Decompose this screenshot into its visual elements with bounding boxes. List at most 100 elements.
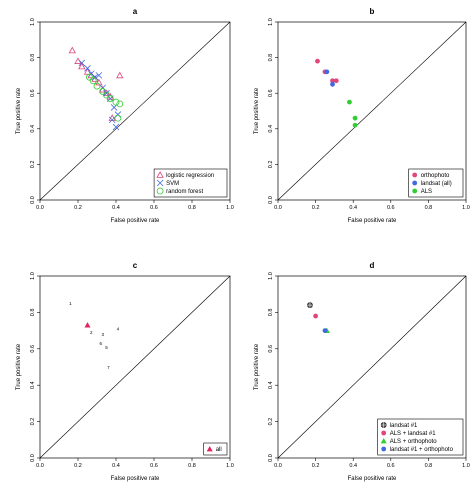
panel-c: c 0.0 0.2 0.4 0.6 0.8 1.0 0.0 0.2 0.4 0.6 0.8 1.0 Fal… [16,261,234,482]
panel-b: b 0.0 0.2 0.4 0.6 0.8 1.0 0.0 0.2 0.4 0.6 0.8 1.0 Fal… [254,7,470,224]
legend-marker [381,446,387,452]
diagonal-line [39,21,231,201]
x-tick-label: 0.8 [425,205,433,211]
legend-label: all [216,447,222,453]
legend-label: logistic regression [166,173,214,179]
legend: logistic regression SVM random forest [153,168,228,198]
point-number-label: 4 [117,327,120,332]
y-tick-label: 0.8 [268,54,274,62]
x-tick-label: 0.4 [112,463,120,469]
data-point [306,302,313,309]
legend-label: ALS + orthophoto [390,439,438,445]
data-point [112,123,120,131]
panel-letter-d: d [370,261,375,270]
data-point [352,122,358,128]
legend: landsat #1 ALS + landsat #1 ALS + orthopho… [377,418,464,456]
x-axis-title: False positive rate [111,476,160,482]
data-point [99,84,106,92]
data-point [116,71,124,79]
y-tick-label: 0.2 [268,418,274,426]
y-tick-label: 0.0 [268,454,274,462]
legend-label: landsat (all) [421,181,452,187]
y-tick-label: 1.0 [268,272,274,280]
y-tick-label: 0.6 [30,89,36,97]
y-tick-label: 0.6 [30,345,36,353]
legend-marker [206,446,213,452]
data-point [324,69,330,75]
x-tick-label: 0.6 [150,463,158,469]
x-axis-title: False positive rate [111,218,160,224]
x-tick-label: 0.2 [312,463,320,469]
x-tick-label: 0.0 [274,463,282,469]
x-tick-label: 1.0 [226,463,234,469]
data-point [116,100,124,108]
legend-marker [412,180,418,186]
data-point [95,72,103,79]
y-tick-label: 0.4 [30,125,36,133]
data-point [330,78,335,84]
panel-d: d 0.0 0.2 0.4 0.6 0.8 1.0 0.0 0.2 0.4 0.6 0.8 1.0 Fal… [254,261,470,482]
y-axis-title: True positive rate [254,87,260,134]
data-point [95,78,103,86]
data-point [322,328,328,333]
point-number-label: 7 [107,365,110,370]
x-tick-label: 0.0 [36,205,44,211]
diagonal-line [277,21,467,201]
x-tick-label: 0.0 [274,205,282,211]
data-point [86,73,93,81]
y-tick-label: 0.0 [30,454,36,462]
x-tick-label: 0.2 [312,205,320,211]
x-tick-label: 0.4 [349,463,357,469]
data-point [106,95,114,102]
plot-frame [39,275,231,459]
x-tick-label: 0.8 [425,463,433,469]
plot-frame [39,21,231,201]
diagonal-line [277,275,467,459]
data-point [330,81,335,87]
star-marker-cross [380,422,387,428]
legend-label: orthophoto [421,173,450,179]
legend-box [153,168,228,198]
y-tick-label: 1.0 [30,272,36,280]
y-tick-label: 0.4 [268,381,274,389]
panel-letter-a: a [133,7,138,16]
x-tick-label: 0.4 [349,205,357,211]
y-tick-label: 0.0 [268,196,274,204]
y-tick-label: 0.2 [268,161,274,169]
data-point [93,82,101,90]
point-number-label: 2 [90,330,93,335]
data-point [103,89,110,97]
legend-marker [412,172,418,178]
legend-label: landsat #1 [390,423,418,429]
y-axis-title: True positive rate [16,343,22,390]
data-point [108,114,116,121]
data-point [352,115,358,121]
data-point [78,59,86,67]
point-number-label: 5 [105,345,108,350]
legend: orthophoto landsat (all) ALS [408,168,464,198]
y-tick-label: 0.4 [268,125,274,133]
legend-label: ALS [421,189,432,195]
point-number-label: 1 [69,301,72,306]
legend-marker [380,422,387,428]
legend-box [203,442,228,456]
data-point [91,73,99,81]
legend-marker [380,438,387,444]
legend-marker [412,188,418,194]
y-tick-label: 0.2 [30,418,36,426]
y-axis-title: True positive rate [16,87,22,134]
panel-a: a 0.0 0.2 0.4 0.6 0.8 1.0 0.0 0.2 0.4 0.6 0.8 1.0 Fal… [16,7,234,224]
x-axis-title: False positive rate [348,218,397,224]
y-tick-label: 1.0 [268,18,274,26]
data-point [114,114,122,122]
data-point [99,88,107,95]
legend-label: SVM [166,181,179,187]
diagonal-line [39,275,231,459]
point-number-label: 3 [101,332,104,337]
star-marker-cross [306,302,313,309]
data-point [347,99,352,105]
legend-marker [156,179,164,187]
legend-marker [381,430,387,436]
data-point [313,313,318,319]
